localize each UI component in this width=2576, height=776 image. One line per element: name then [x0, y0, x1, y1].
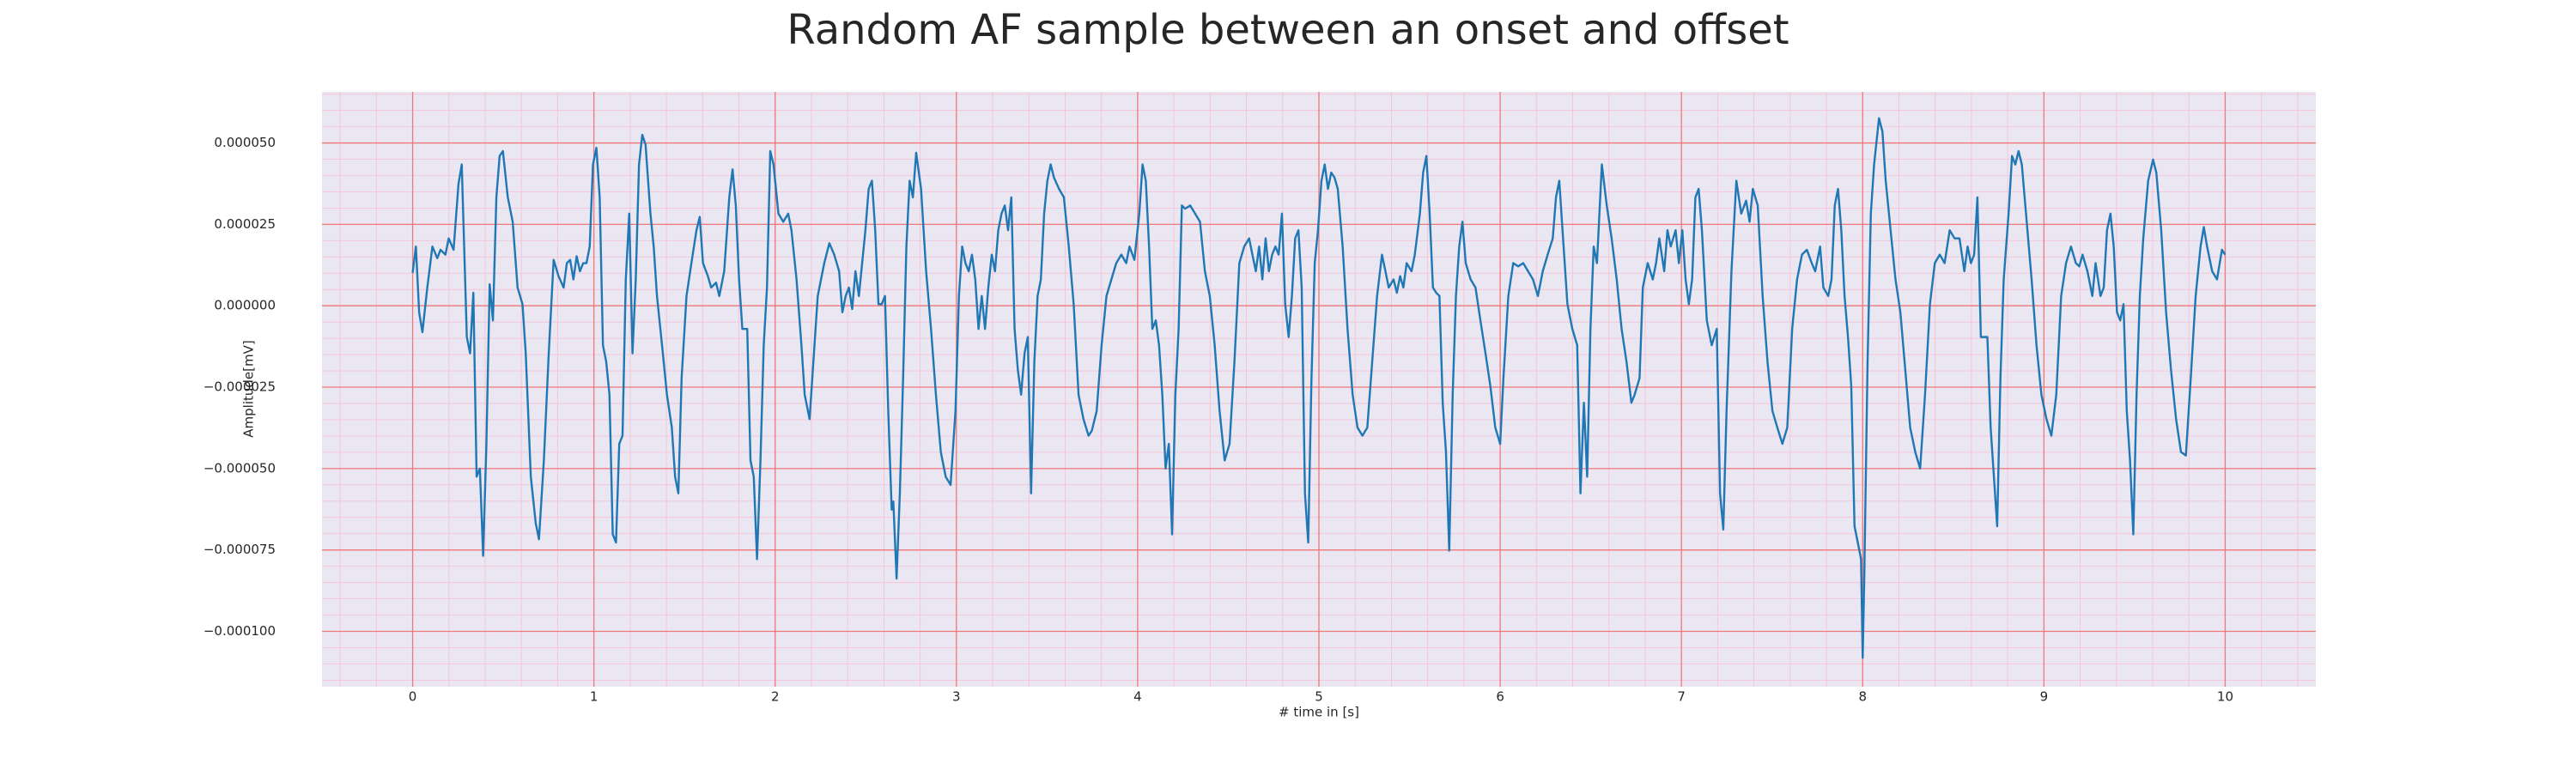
x-tick-label: 8: [1858, 689, 1867, 705]
x-tick-label: 10: [2217, 689, 2233, 705]
y-tick-label: −0.000100: [204, 623, 276, 639]
x-tick-label: 1: [590, 689, 598, 705]
y-tick-label: −0.000075: [204, 542, 276, 557]
x-tick-label: 6: [1496, 689, 1504, 705]
y-tick-label: 0.000000: [214, 298, 276, 313]
plot-lines: [411, 117, 2227, 659]
chart-title: Random AF sample between an onset and of…: [787, 6, 1789, 54]
signal-line: [411, 117, 2227, 659]
x-tick-label: 0: [409, 689, 417, 705]
labels: 0 1 2 3 4 5 6 7 8 9 10 −0.000100 −0.000075 −0.000050 −…: [204, 135, 2233, 704]
x-tick-label: 4: [1133, 689, 1142, 705]
x-tick-label: 9: [2040, 689, 2049, 705]
y-tick-label: 0.000050: [214, 135, 276, 150]
y-tick-label: −0.000025: [204, 379, 276, 395]
y-axis-label: Amplitude[mV]: [241, 340, 257, 437]
major-grid: [322, 92, 2316, 687]
x-tick-label: 3: [952, 689, 961, 705]
x-tick-label: 7: [1677, 689, 1686, 705]
y-tick-label: 0.000025: [214, 216, 276, 232]
x-axis-label: # time in [s]: [1279, 705, 1359, 720]
x-tick-label: 2: [771, 689, 780, 705]
y-tick-label: −0.000050: [204, 460, 276, 476]
x-tick-label: 5: [1315, 689, 1323, 705]
